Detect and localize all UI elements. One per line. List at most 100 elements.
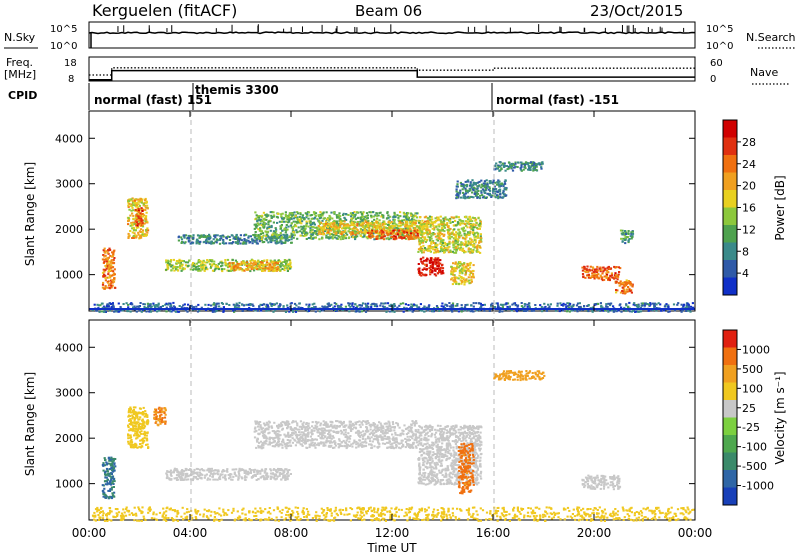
data-cell	[312, 211, 316, 214]
data-cell	[218, 238, 221, 241]
data-cell	[488, 192, 491, 195]
data-cell	[598, 267, 601, 270]
data-cell	[624, 290, 627, 293]
data-cell	[460, 227, 463, 230]
colorbar-tick-label: 12	[742, 223, 756, 236]
data-cell	[621, 229, 624, 232]
data-cell	[614, 266, 617, 269]
data-cell	[452, 273, 455, 276]
data-cell	[296, 237, 299, 240]
data-cell	[300, 218, 303, 221]
data-cell	[186, 261, 190, 264]
data-cell	[486, 183, 489, 186]
data-cell	[428, 229, 431, 232]
data-cell	[510, 164, 513, 166]
data-cell	[139, 215, 142, 218]
data-cell	[323, 229, 326, 232]
data-cell	[247, 268, 250, 271]
data-cell	[465, 278, 468, 281]
data-cell	[256, 242, 259, 245]
data-cell	[365, 215, 368, 217]
data-cell	[102, 262, 105, 264]
data-cell	[307, 225, 310, 228]
data-cell	[457, 310, 460, 313]
data-cell	[284, 266, 287, 269]
data-cell	[417, 236, 420, 239]
data-cell	[217, 262, 220, 265]
data-cell	[148, 310, 151, 313]
data-cell	[256, 222, 259, 225]
colorbar-block	[723, 242, 737, 261]
data-cell	[469, 222, 472, 225]
data-cell	[413, 231, 416, 234]
data-cell	[416, 225, 419, 228]
data-cell	[421, 268, 424, 271]
data-cell	[443, 306, 447, 309]
data-cell	[448, 219, 452, 222]
data-cell	[449, 222, 452, 224]
data-cell	[615, 280, 618, 283]
data-cell	[428, 259, 431, 262]
data-cell	[469, 243, 472, 246]
data-cell	[436, 216, 439, 219]
data-cell	[608, 279, 611, 282]
data-cell	[202, 234, 205, 237]
data-cell	[106, 303, 109, 306]
data-cell	[270, 214, 273, 217]
data-cell	[113, 491, 116, 494]
data-cell	[187, 237, 191, 240]
data-cell	[471, 216, 474, 219]
data-cell	[449, 237, 452, 240]
data-cell	[630, 231, 633, 234]
data-cell	[468, 231, 471, 234]
data-cell	[131, 206, 134, 209]
data-cell	[328, 218, 331, 221]
data-cell	[416, 233, 419, 236]
data-cell	[341, 227, 344, 230]
data-cell	[266, 226, 269, 229]
data-cell	[314, 226, 317, 229]
data-cell	[382, 232, 385, 234]
data-cell	[386, 223, 390, 226]
colorbar-tick-label: 24	[742, 158, 756, 171]
data-cell	[140, 200, 143, 203]
data-cell	[349, 305, 352, 308]
data-cell	[419, 248, 422, 251]
data-cell	[468, 190, 471, 192]
data-cell	[101, 286, 104, 289]
data-cell	[390, 310, 394, 313]
data-cell	[537, 162, 540, 165]
data-cell	[332, 223, 335, 226]
data-cell	[311, 228, 314, 231]
data-cell	[226, 266, 230, 269]
data-cell	[378, 219, 381, 222]
data-cell	[200, 306, 203, 309]
data-cell	[492, 179, 495, 182]
data-cell	[417, 226, 421, 229]
data-cell	[338, 212, 341, 215]
data-cell	[286, 304, 289, 307]
data-cell	[388, 304, 391, 307]
data-cell	[441, 242, 444, 244]
data-cell	[104, 483, 107, 486]
data-cell	[615, 291, 618, 294]
data-cell	[616, 275, 619, 278]
data-cell	[234, 259, 237, 262]
data-cell	[131, 200, 135, 203]
data-cell	[277, 237, 280, 240]
data-cell	[296, 222, 299, 225]
data-cell	[312, 232, 315, 234]
data-cell	[440, 221, 443, 224]
data-cell	[587, 274, 590, 277]
data-cell	[259, 222, 262, 225]
data-cell	[195, 238, 199, 241]
data-cell	[493, 306, 496, 308]
data-cell	[685, 310, 688, 312]
data-cell	[289, 302, 292, 305]
data-cell	[597, 277, 600, 280]
data-cell	[139, 231, 142, 233]
data-cell	[624, 282, 627, 285]
data-cell	[346, 226, 350, 229]
data-cell	[511, 303, 514, 306]
data-cell	[489, 180, 492, 183]
